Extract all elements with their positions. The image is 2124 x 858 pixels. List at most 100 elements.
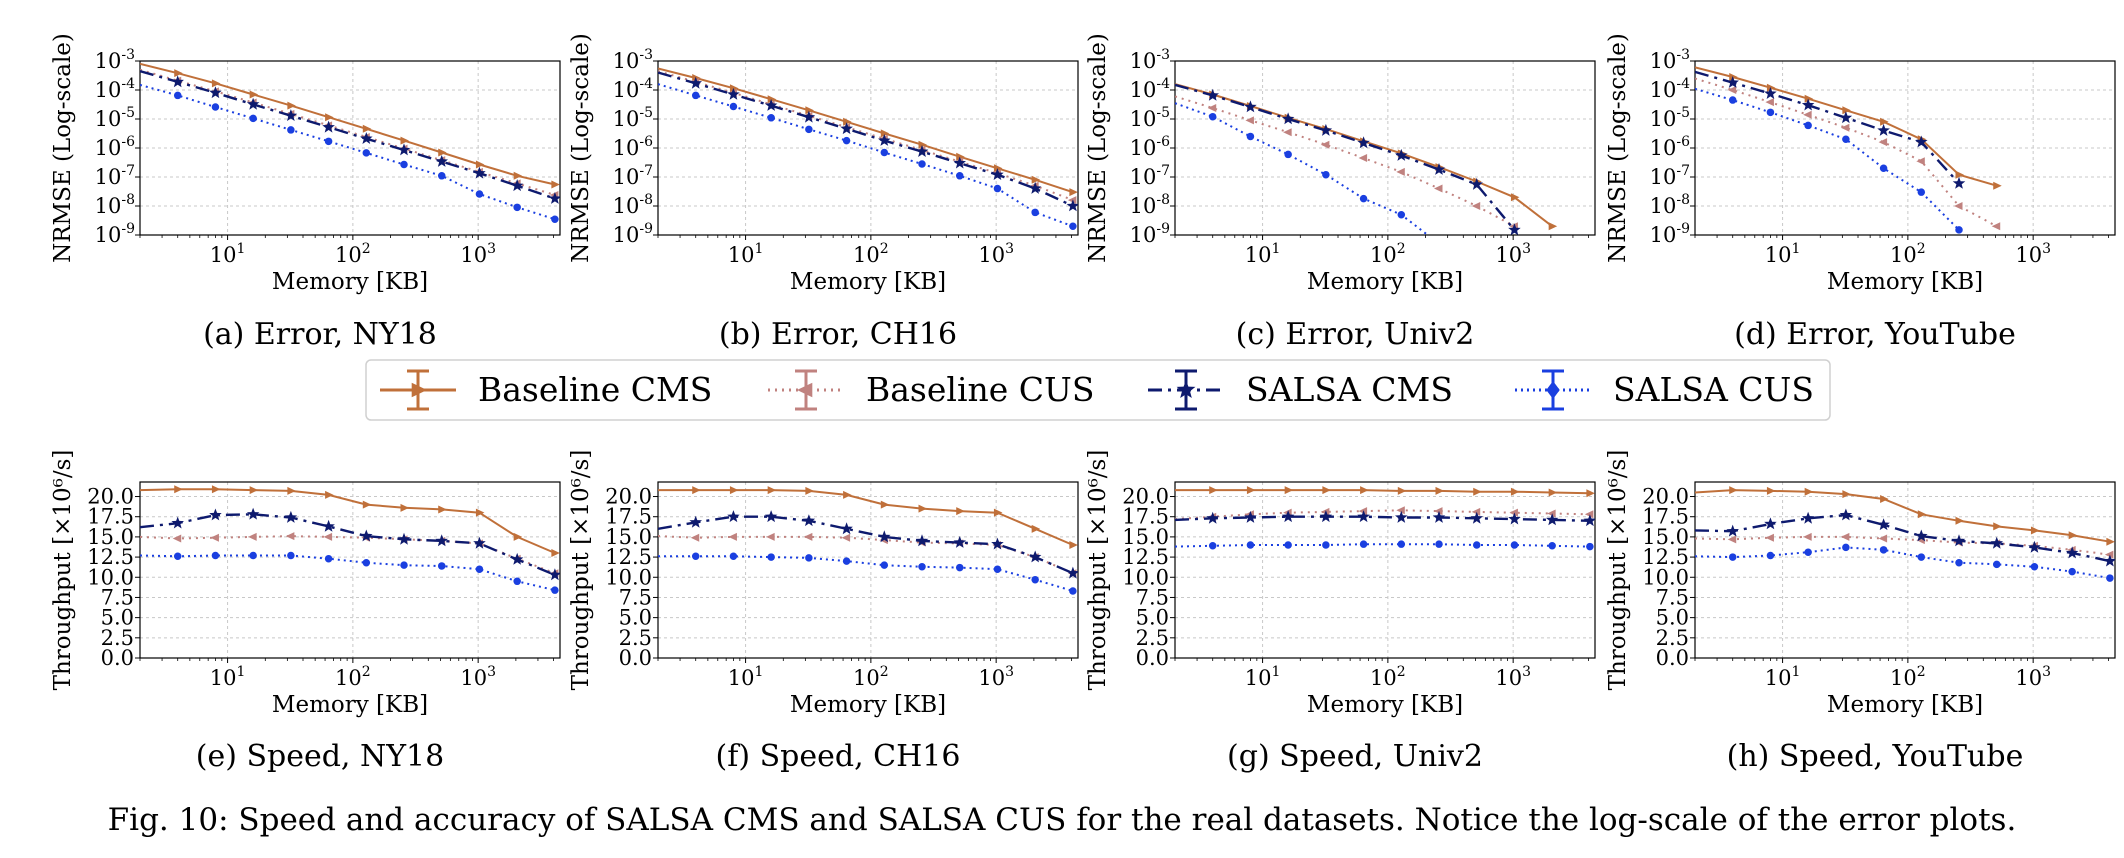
data-point <box>551 180 560 189</box>
data-point <box>362 149 371 157</box>
series-line <box>658 489 1074 546</box>
data-point <box>1357 136 1370 149</box>
data-point <box>173 552 182 561</box>
series-line <box>658 67 1074 194</box>
data-point <box>1322 170 1330 179</box>
data-point <box>842 136 851 145</box>
data-point <box>1727 535 1737 544</box>
y-axis-label: Throughput [×10⁶/s] <box>568 450 594 691</box>
y-tick-label: 0.0 <box>1136 646 1169 670</box>
series-line <box>658 555 1074 592</box>
data-point <box>287 486 296 495</box>
x-axis-label: Memory [KB] <box>272 692 428 718</box>
data-point <box>284 510 298 523</box>
data-point <box>1470 177 1483 190</box>
data-point <box>1322 541 1330 549</box>
data-point <box>802 514 816 527</box>
data-point <box>1840 532 1850 541</box>
panels: 101 102 103 10-9 10-8 10-7 10-6 10-5 10-4 10-3 Mem… <box>50 33 2116 774</box>
data-point <box>843 117 852 126</box>
data-point <box>437 172 446 180</box>
data-point <box>1917 553 1926 561</box>
data-point <box>1281 112 1295 125</box>
data-point <box>1584 510 1594 519</box>
data-point <box>1395 510 1408 523</box>
data-point <box>803 532 813 541</box>
series-salsa-cms <box>140 69 560 204</box>
legend-label: SALSA CUS <box>1613 370 1814 409</box>
panel-6: 101 102 103 0.02.55.07.510.012.515.017.520.… <box>568 450 1079 774</box>
data-point <box>249 114 257 123</box>
series-line <box>140 62 556 186</box>
x-axis-label: Memory [KB] <box>1827 269 1983 295</box>
data-point <box>1803 532 1812 541</box>
data-point <box>1765 533 1774 542</box>
series-baseline-cms <box>140 485 560 558</box>
data-point <box>1766 83 1776 92</box>
y-tick-label: 12.5 <box>87 545 134 569</box>
data-point <box>1472 541 1481 549</box>
data-point <box>766 532 775 541</box>
x-tick-label: 101 <box>210 664 246 690</box>
y-axis-label: NRMSE (Log-scale) <box>1605 33 1631 263</box>
data-point <box>1583 514 1595 527</box>
data-point <box>729 102 738 111</box>
gridlines <box>658 482 1078 659</box>
x-tick-label: 102 <box>1370 241 1406 267</box>
data-point <box>1510 541 1519 549</box>
x-tick-label: 102 <box>335 241 371 267</box>
series-line <box>140 535 556 575</box>
data-point <box>993 565 1002 573</box>
y-axis-label: Throughput [×10⁶/s] <box>1085 450 1111 691</box>
y-tick-label: 10-3 <box>1650 47 1690 73</box>
data-point <box>692 73 701 82</box>
data-point <box>1879 164 1888 173</box>
y-tick-label: 7.5 <box>1136 585 1169 609</box>
y-tick-label: 20.0 <box>1642 485 1689 509</box>
data-point <box>691 91 700 100</box>
data-point <box>915 534 929 547</box>
x-axis-label: Memory [KB] <box>1827 692 1983 718</box>
data-point <box>878 530 891 543</box>
data-point <box>1031 575 1039 584</box>
data-point <box>1358 154 1368 163</box>
data-point <box>915 145 929 157</box>
x-tick-label: 103 <box>1495 664 1531 690</box>
y-tick-label: 10-8 <box>95 192 135 218</box>
data-point <box>1319 123 1333 136</box>
data-point <box>955 172 964 180</box>
data-point <box>551 215 559 223</box>
panel-caption: (b) Error, CH16 <box>719 317 957 352</box>
y-tick-label: 10-7 <box>1130 163 1170 189</box>
series-baseline-cus <box>658 532 1077 578</box>
series-baseline-cms <box>1695 486 2115 546</box>
data-point <box>991 168 1004 180</box>
x-tick-label: 101 <box>1765 664 1801 690</box>
series-baseline-cms <box>658 67 1078 197</box>
data-point <box>1954 202 1963 210</box>
data-point <box>993 184 1002 193</box>
data-point <box>1396 506 1405 515</box>
y-tick-label: 5.0 <box>1656 606 1689 630</box>
series-salsa-cus <box>1695 543 2114 582</box>
data-point <box>1804 94 1814 103</box>
panel-caption: (d) Error, YouTube <box>1734 317 2016 352</box>
y-tick-label: 10-3 <box>1130 47 1170 73</box>
legend-marker <box>797 382 813 398</box>
plot-frame <box>139 481 561 659</box>
data-point <box>1031 175 1041 184</box>
data-point <box>1359 194 1368 203</box>
y-tick-label: 5.0 <box>1136 606 1169 630</box>
data-point <box>1992 560 2001 569</box>
data-point <box>1245 116 1254 125</box>
data-point <box>1397 486 1407 495</box>
data-point <box>802 110 816 123</box>
data-point <box>323 532 333 541</box>
series-salsa-cms <box>1695 508 2115 567</box>
data-point <box>513 577 521 586</box>
data-point <box>1842 543 1850 552</box>
y-tick-label: 10-5 <box>95 105 135 131</box>
y-tick-label: 0.0 <box>1656 646 1689 670</box>
data-point <box>211 103 220 111</box>
data-point <box>729 552 738 561</box>
